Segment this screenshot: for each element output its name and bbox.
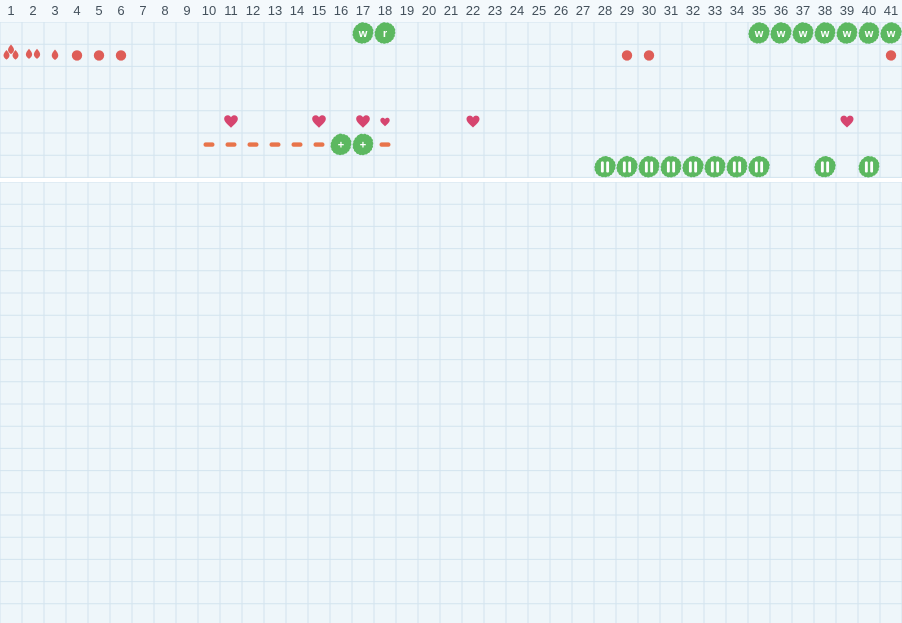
svg-text:w: w: [798, 28, 808, 40]
svg-text:w: w: [864, 28, 874, 40]
svg-text:w: w: [754, 28, 764, 40]
svg-text:w: w: [358, 28, 368, 40]
svg-text:w: w: [776, 28, 786, 40]
svg-text:r: r: [383, 28, 388, 40]
svg-text:w: w: [886, 28, 896, 40]
svg-text:+: +: [338, 140, 344, 152]
svg-text:+: +: [360, 140, 366, 152]
svg-text:w: w: [842, 28, 852, 40]
svg-text:w: w: [820, 28, 830, 40]
